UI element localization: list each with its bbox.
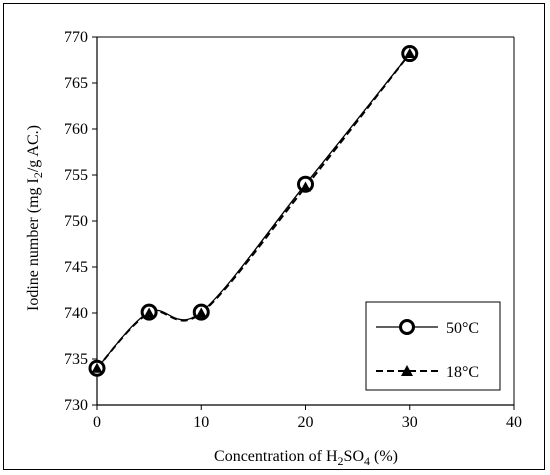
y-tick-label: 740: [64, 305, 88, 322]
legend-swatch-marker-18c: [401, 365, 413, 376]
y-tick-label: 755: [64, 167, 88, 184]
chart-frame: [3, 3, 545, 470]
y-ticks: 730 735 740 745 750 755 760 765 770: [64, 29, 97, 414]
x-axis-title: Concentration of H2SO4 (%): [214, 448, 398, 468]
y-tick-label: 760: [64, 121, 88, 138]
series-layer: [88, 45, 419, 377]
y-tick-label: 770: [64, 29, 88, 46]
x-tick-label: 10: [193, 414, 209, 431]
x-tick-label: 40: [506, 414, 522, 431]
data-point-18c: [143, 307, 155, 318]
data-point-18c: [195, 307, 207, 318]
legend-item-50c: 50°C: [376, 319, 479, 337]
x-ticks: 0 10 20 30 40: [93, 405, 522, 431]
y-tick-label: 735: [64, 351, 88, 368]
series-line-50c: [96, 53, 411, 369]
series-line-18c: [96, 52, 411, 369]
data-point-18c: [300, 181, 311, 192]
data-point-18c: [404, 48, 416, 59]
x-tick-label: 20: [298, 414, 314, 431]
legend-item-18c: 18°C: [376, 364, 479, 381]
legend: 50°C 18°C: [365, 301, 501, 391]
y-axis-title: Iodine number (mg I2/g AC.): [25, 125, 45, 311]
legend-box: [365, 301, 501, 391]
legend-swatch-marker-50c: [399, 319, 415, 335]
y-tick-label: 730: [64, 397, 88, 414]
y-tick-label: 765: [64, 75, 88, 92]
x-tick-label: 0: [93, 414, 101, 431]
y-tick-label: 750: [64, 213, 88, 230]
legend-label-18c: 18°C: [446, 364, 479, 381]
y-tick-label: 745: [64, 259, 88, 276]
x-tick-label: 30: [402, 414, 418, 431]
data-point-18c: [91, 362, 103, 373]
legend-label-50c: 50°C: [446, 320, 479, 337]
